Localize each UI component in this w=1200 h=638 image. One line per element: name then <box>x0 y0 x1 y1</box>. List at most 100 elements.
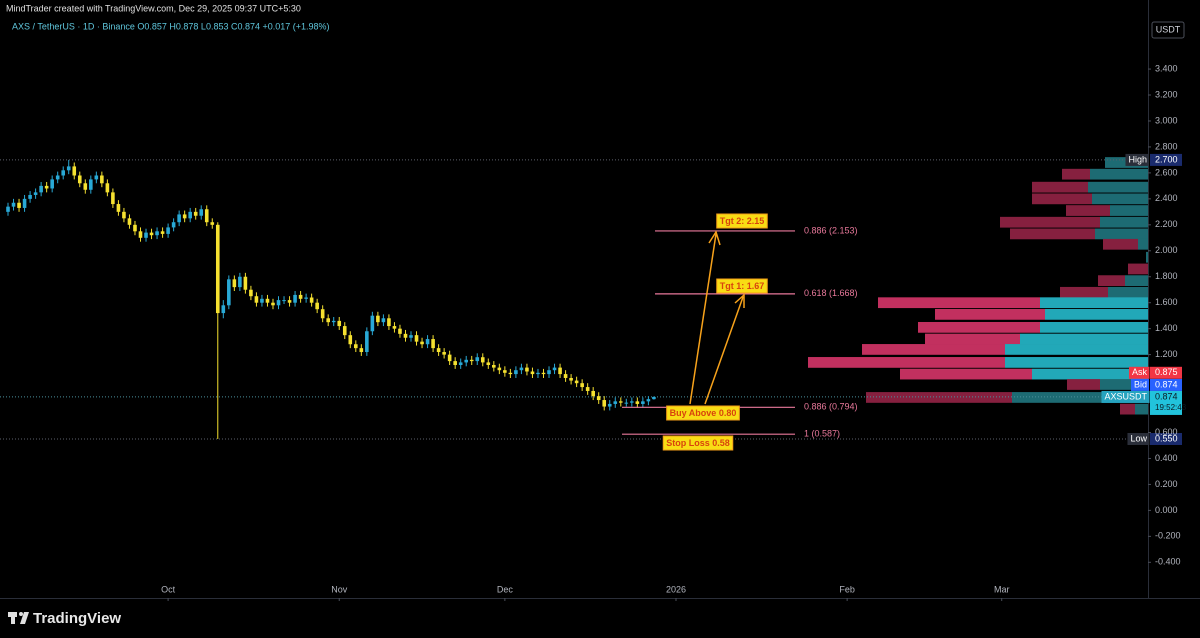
currency-box[interactable] <box>1151 21 1185 39</box>
y-tick-label: 2.800 <box>1155 141 1178 151</box>
volume-up <box>1040 321 1148 333</box>
y-tick-label: 2.400 <box>1155 193 1178 203</box>
volume-down <box>1032 193 1092 205</box>
brand-logo[interactable]: TradingView <box>8 610 121 627</box>
badge-label-bg <box>1127 432 1150 445</box>
candle-body <box>188 211 192 219</box>
candle-body <box>530 371 535 375</box>
candle-body <box>105 183 110 193</box>
candle-body <box>403 333 408 338</box>
brand-name[interactable]: TradingView <box>33 610 121 627</box>
badge-label-bg <box>1128 366 1150 379</box>
volume-down <box>1062 168 1090 180</box>
candle-body <box>44 185 49 189</box>
symbol-legend: AXS / TetherUS · 1D · Binance O0.857 H0.… <box>12 21 330 31</box>
candle-body <box>447 354 452 362</box>
volume-up <box>1005 344 1148 355</box>
candle-body <box>55 175 60 180</box>
arrow-line <box>689 233 717 405</box>
note-box <box>662 435 734 451</box>
candle-body <box>453 361 457 366</box>
candle-body <box>508 372 513 375</box>
candle-body <box>243 276 248 290</box>
candle-body <box>652 396 656 400</box>
candle-body <box>469 359 474 362</box>
volume-down <box>1000 216 1100 228</box>
trade-note: Tgt 1: 1.67 <box>716 278 768 294</box>
volume-down <box>808 357 1005 368</box>
badge-label: Bid <box>1134 379 1147 389</box>
currency-label[interactable]: USDT <box>1156 24 1181 34</box>
x-tick-label: Oct <box>161 584 176 594</box>
candle-body <box>536 372 540 375</box>
volume-up <box>1005 357 1148 368</box>
candle-body <box>127 218 132 225</box>
y-tick-label: -0.200 <box>1155 531 1181 541</box>
badge-value-bg <box>1150 432 1182 445</box>
volume-up <box>1040 297 1148 309</box>
candle-body <box>238 276 242 288</box>
candle-body <box>100 175 104 184</box>
candle-body <box>365 331 369 353</box>
trade-note: Tgt 2: 2.15 <box>716 213 768 229</box>
badge-value: 0.874 <box>1155 391 1178 401</box>
candle-body <box>486 362 491 366</box>
logo-part <box>19 612 23 616</box>
badge-value-bg <box>1150 153 1182 166</box>
candle-body <box>94 175 99 180</box>
candle-body <box>624 402 629 404</box>
candle-body <box>17 202 21 208</box>
candle-body <box>635 401 640 404</box>
y-tick-label: 2.200 <box>1155 219 1178 229</box>
candle-body <box>552 367 557 371</box>
candle-body <box>503 370 507 373</box>
y-tick-label: 2.000 <box>1155 245 1178 255</box>
arrow-head <box>708 230 721 246</box>
volume-down <box>1103 238 1138 250</box>
candle-body <box>585 387 590 391</box>
badge-label-bg <box>1130 378 1149 391</box>
candle-body <box>398 328 402 334</box>
arrows <box>689 230 745 405</box>
candle-body <box>33 192 38 195</box>
candle-body <box>111 192 115 205</box>
candle-body <box>602 400 607 407</box>
note-box <box>716 278 768 294</box>
volume-down <box>1032 181 1088 193</box>
candle-body <box>28 194 32 199</box>
candle-body <box>282 300 286 302</box>
badge-value-bg <box>1150 378 1182 391</box>
volume-down <box>1067 379 1100 390</box>
candle-body <box>414 335 419 342</box>
candle-body <box>630 401 634 403</box>
badge-label: Low <box>1130 433 1147 443</box>
candle-body <box>22 198 27 208</box>
candle-body <box>133 224 137 232</box>
candle-body <box>370 315 375 332</box>
candle-body <box>72 166 77 176</box>
volume-up <box>1090 168 1148 180</box>
badge-label: High <box>1128 154 1147 164</box>
candle-body <box>11 202 16 207</box>
candle-body <box>298 294 303 299</box>
volume-up <box>1012 392 1148 403</box>
y-tick-label: 1.800 <box>1155 271 1178 281</box>
candle-body <box>497 367 502 371</box>
candle-body <box>480 357 485 363</box>
candle-body <box>458 362 463 366</box>
candle-body <box>309 297 314 303</box>
candle-body <box>569 377 573 381</box>
logo-part <box>20 612 29 624</box>
candle-body <box>199 209 204 216</box>
volume-up <box>1138 238 1148 250</box>
candle-body <box>320 309 325 319</box>
volume-up <box>1135 403 1148 415</box>
candle-body <box>613 401 618 404</box>
candle-body <box>210 222 215 225</box>
candle-body <box>227 279 231 306</box>
y-tick-label: 1.200 <box>1155 349 1178 359</box>
fib-level-label: 0.886 (2.153) <box>804 225 858 235</box>
volume-up <box>1146 251 1148 263</box>
candle-body <box>348 335 353 345</box>
